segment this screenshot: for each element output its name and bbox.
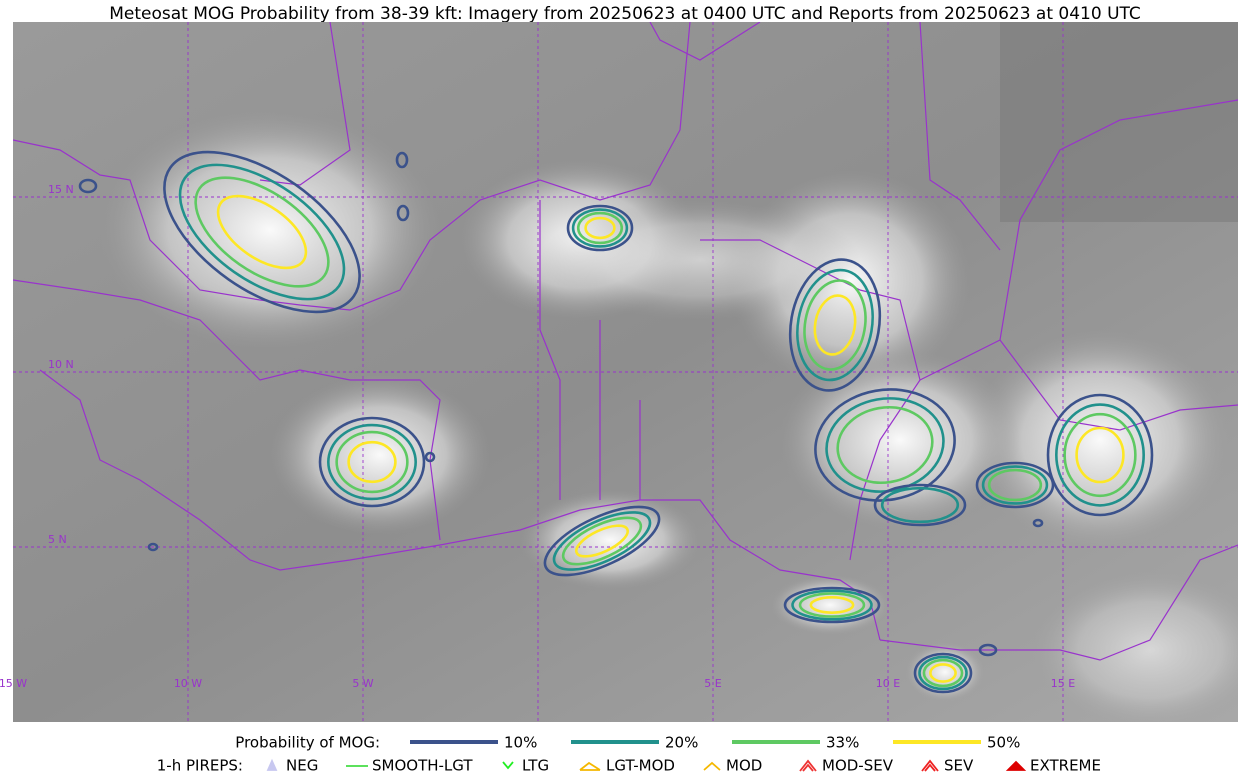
contour <box>814 388 956 502</box>
contour <box>978 643 998 657</box>
contour <box>178 163 346 301</box>
contour <box>576 211 624 245</box>
contour <box>796 268 874 382</box>
contour <box>347 440 397 484</box>
contour <box>561 516 643 566</box>
lon-label: 5 W <box>352 677 373 690</box>
lon-label: 5 E <box>704 677 721 690</box>
pirep-symbol <box>266 758 278 771</box>
contour <box>424 451 436 463</box>
graticule <box>13 22 1238 722</box>
contour <box>791 589 873 621</box>
contour <box>798 592 866 618</box>
contour <box>396 204 410 222</box>
contour <box>395 151 409 169</box>
pirep-symbol <box>502 761 514 770</box>
contour <box>813 294 857 356</box>
map <box>13 22 1238 722</box>
contour <box>975 461 1055 509</box>
contour <box>825 397 945 493</box>
legend-label: 50% <box>987 734 1020 752</box>
contour <box>216 194 308 270</box>
contour <box>922 658 964 688</box>
legend-title: 1-h PIREPS: <box>157 757 243 775</box>
legend-label: 33% <box>826 734 859 752</box>
pirep-label: MOD <box>726 757 762 775</box>
contour <box>1075 426 1125 484</box>
contour <box>163 150 361 314</box>
lat-label: 15 N <box>48 183 74 196</box>
contour <box>788 258 882 392</box>
contour <box>981 465 1049 505</box>
contour <box>918 655 968 691</box>
legend-label: 20% <box>665 734 698 752</box>
contour <box>803 279 867 371</box>
contour <box>1046 393 1154 517</box>
contour <box>913 652 973 694</box>
contour <box>809 596 855 614</box>
lon-label: 10 W <box>174 677 202 690</box>
legend-label: 10% <box>504 734 537 752</box>
borders <box>13 22 1238 661</box>
contour <box>194 176 330 288</box>
pirep-symbol <box>703 761 721 771</box>
contour <box>1063 412 1137 498</box>
pirep-label: NEG <box>286 757 318 775</box>
contour <box>1032 518 1044 528</box>
contour <box>880 486 960 524</box>
pirep-label: LTG <box>522 757 549 775</box>
lon-label: 10 E <box>876 677 900 690</box>
lon-label: 15 W <box>0 677 27 690</box>
contour <box>552 511 652 571</box>
contour <box>327 423 417 501</box>
contour <box>836 405 934 485</box>
pirep-label: MOD-SEV <box>822 757 894 775</box>
contour <box>987 468 1043 502</box>
probability-contours <box>78 150 1154 694</box>
pirep-label: SMOOTH-LGT <box>372 757 473 775</box>
contour <box>783 586 881 624</box>
legend-title: Probability of MOG: <box>235 734 380 752</box>
graticule-labels: 15 N 10 N 5 N 15 W 10 W 5 W 5 E 10 E 15 E <box>0 183 1075 690</box>
pirep-label: EXTREME <box>1030 757 1101 775</box>
contour <box>78 178 98 194</box>
contour <box>543 505 661 577</box>
contour <box>873 483 967 527</box>
pirep-symbol <box>921 759 939 772</box>
pirep-symbol <box>799 759 817 772</box>
contour <box>147 542 159 552</box>
contour <box>929 663 957 683</box>
legend: Probability of MOG: 10% 20% 33% 50% 1-h PIREP… <box>157 734 1101 775</box>
pirep-label: SEV <box>944 757 974 775</box>
title: Meteosat MOG Probability from 38-39 kft:… <box>109 4 1141 24</box>
pirep-symbol <box>1005 760 1027 771</box>
contour <box>571 208 629 248</box>
pirep-label: LGT-MOD <box>606 757 675 775</box>
lon-label: 15 E <box>1051 677 1075 690</box>
lat-label: 10 N <box>48 358 74 371</box>
contour <box>584 216 616 240</box>
lat-label: 5 N <box>48 533 67 546</box>
contour <box>575 524 629 558</box>
contour <box>566 204 634 252</box>
contour <box>1055 403 1145 507</box>
contour <box>335 430 409 494</box>
pirep-symbol <box>579 761 601 771</box>
contour <box>318 416 426 508</box>
